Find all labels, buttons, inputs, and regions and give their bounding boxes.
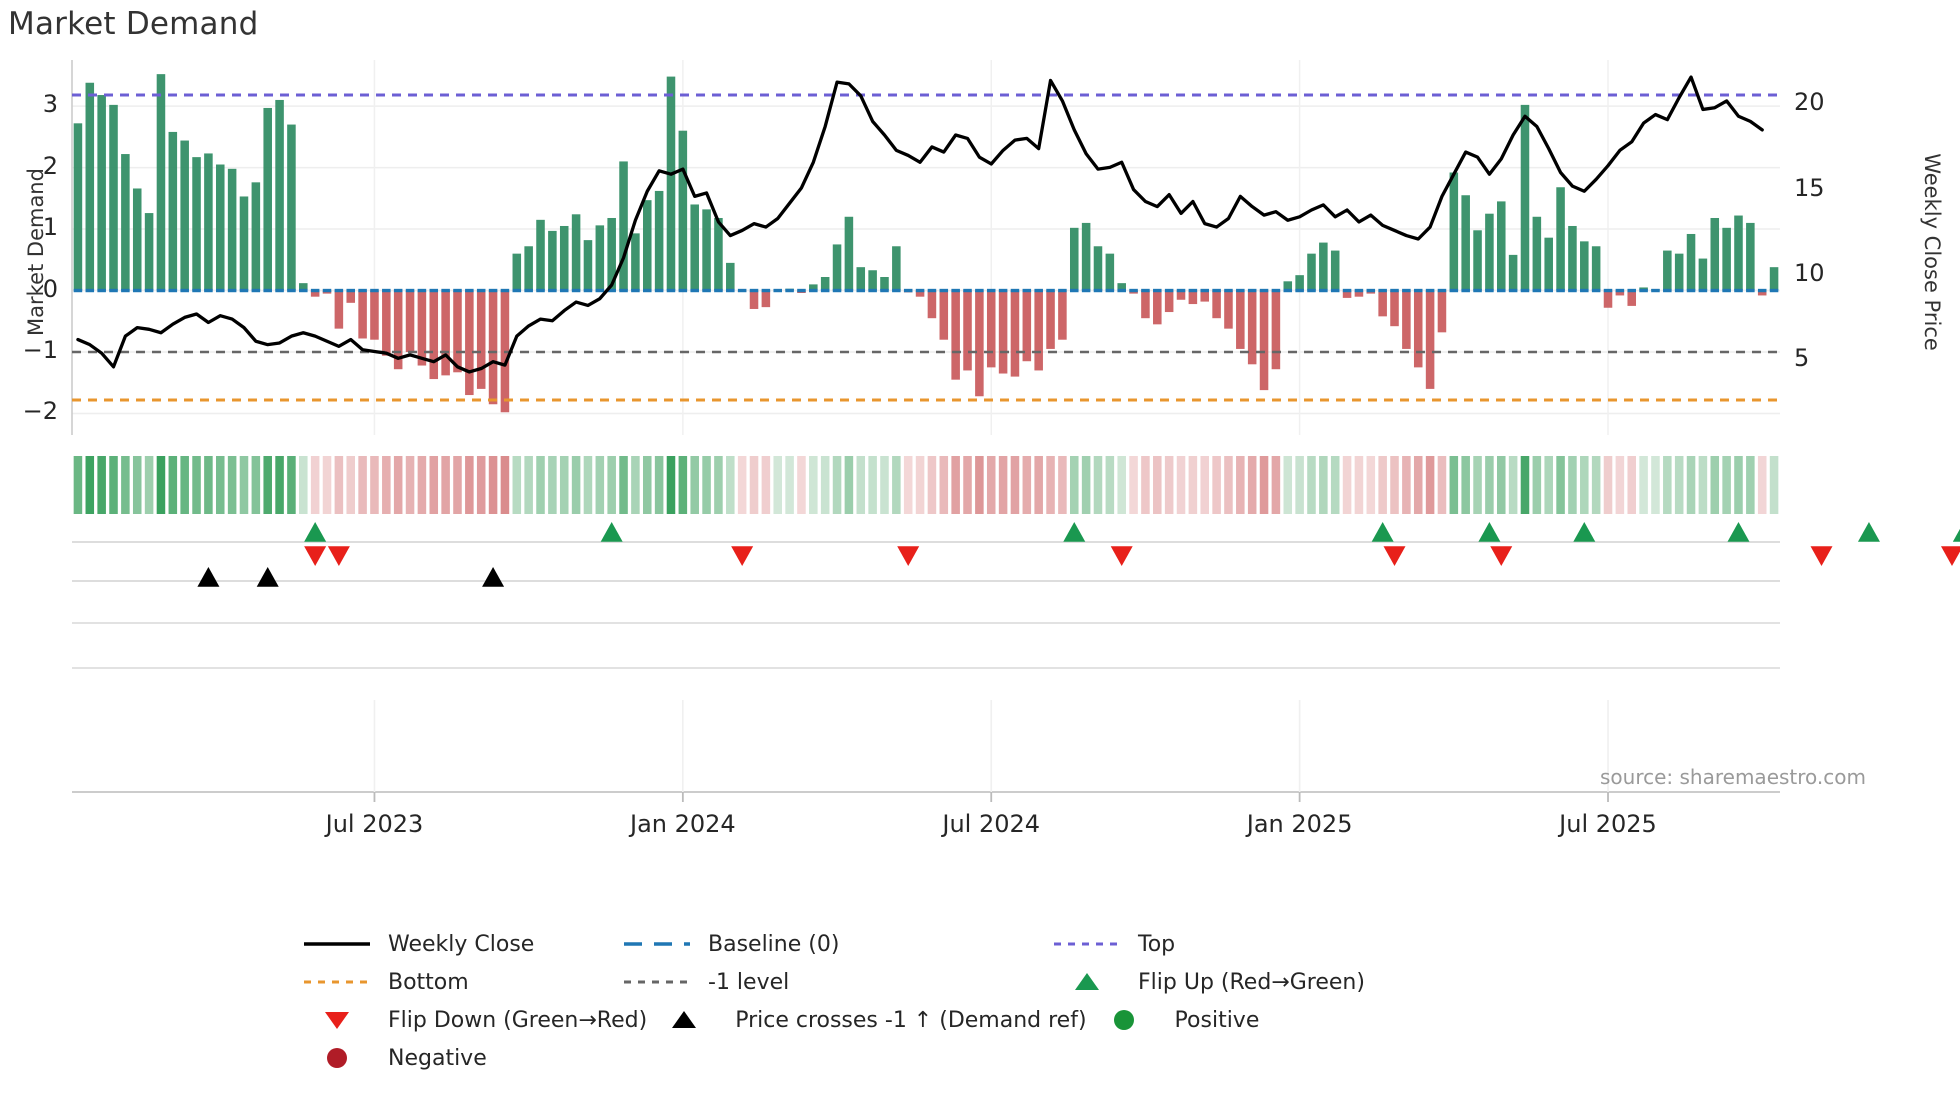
flip-down-legend-glyph: [325, 1012, 349, 1029]
weekly-close-icon: [300, 931, 374, 957]
y-tick-left: 2: [42, 151, 58, 180]
y-tick-right: 20: [1794, 88, 1825, 117]
legend-item-positive[interactable]: Positive: [1087, 1001, 1507, 1039]
flip-up-legend-glyph: [1075, 973, 1099, 990]
y-tick-left: −2: [22, 397, 58, 426]
bottom-legend-glyph: [304, 980, 370, 984]
negative-legend-glyph: [327, 1048, 347, 1068]
legend-item-flip-up[interactable]: Flip Up (Red→Green): [1050, 963, 1470, 1001]
y-axis-left-label: Market Demand: [24, 168, 48, 336]
legend-label: Flip Up (Red→Green): [1138, 969, 1365, 995]
market-demand-chart: [71, 60, 1960, 802]
x-tick: Jan 2025: [1246, 810, 1353, 838]
legend-item-negative[interactable]: Negative: [300, 1039, 620, 1077]
weekly-close-legend-glyph: [304, 942, 370, 946]
legend-item-top[interactable]: Top: [1050, 925, 1470, 963]
y-tick-left: 0: [42, 274, 58, 303]
legend-row: Weekly Close Baseline (0) Top: [300, 925, 1700, 963]
legend-row: Flip Down (Green→Red) Price crosses -1 ↑ …: [300, 1001, 1700, 1039]
x-tick: Jan 2024: [629, 810, 736, 838]
flip-down-icon: [300, 1007, 374, 1033]
baseline-icon: [620, 931, 694, 957]
baseline-legend-glyph: [624, 942, 690, 946]
legend-item-price-crosses[interactable]: Price crosses -1 ↑ (Demand ref): [647, 1001, 1087, 1039]
legend-label: Baseline (0): [708, 931, 840, 957]
legend-row: Negative: [300, 1039, 1700, 1077]
y-tick-right: 15: [1794, 173, 1825, 202]
legend-label: Bottom: [388, 969, 469, 995]
y-tick-left: 3: [42, 90, 58, 119]
top-icon: [1050, 931, 1124, 957]
price-crosses-legend-glyph: [672, 1011, 697, 1028]
top-legend-glyph: [1054, 942, 1120, 946]
bottom-icon: [300, 969, 374, 995]
source-note: source: sharemaestro.com: [1600, 765, 1866, 789]
minus-one-level-icon: [620, 969, 694, 995]
price-crosses-icon: [647, 1007, 721, 1033]
legend-label: Positive: [1174, 1007, 1260, 1033]
y-tick-left: 1: [42, 213, 58, 242]
y-tick-right: 10: [1794, 258, 1825, 287]
legend-item-baseline[interactable]: Baseline (0): [620, 925, 1050, 963]
y-tick-left: −1: [22, 336, 58, 364]
legend-label: Price crosses -1 ↑ (Demand ref): [735, 1007, 1087, 1033]
legend-label: Negative: [388, 1045, 487, 1071]
legend-label: Weekly Close: [388, 931, 535, 957]
x-tick: Jul 2025: [1559, 810, 1657, 838]
y-axis-right-label: Weekly Close Price: [1920, 153, 1944, 351]
legend-item-flip-down[interactable]: Flip Down (Green→Red): [300, 1001, 647, 1039]
legend-label: -1 level: [708, 969, 790, 995]
y-tick-right: 5: [1794, 344, 1810, 372]
legend-label: Flip Down (Green→Red): [388, 1007, 648, 1033]
x-tick: Jul 2023: [325, 810, 424, 838]
legend-label: Top: [1138, 931, 1176, 957]
page-title: Market Demand: [8, 6, 259, 42]
positive-icon: [1087, 1007, 1161, 1033]
legend-item-bottom[interactable]: Bottom: [300, 963, 620, 1001]
legend-item-minus-one-level[interactable]: -1 level: [620, 963, 1050, 1001]
chart-legend: Weekly Close Baseline (0) Top Bottom -1 leve…: [300, 925, 1700, 1077]
x-tick: Jul 2024: [942, 810, 1041, 838]
positive-legend-glyph: [1113, 1010, 1134, 1030]
minus-one-level-legend-glyph: [624, 980, 690, 984]
legend-row: Bottom -1 level Flip Up (Red→Green): [300, 963, 1700, 1001]
flip-up-icon: [1050, 969, 1124, 995]
legend-item-weekly-close[interactable]: Weekly Close: [300, 925, 620, 963]
negative-icon: [300, 1045, 374, 1071]
